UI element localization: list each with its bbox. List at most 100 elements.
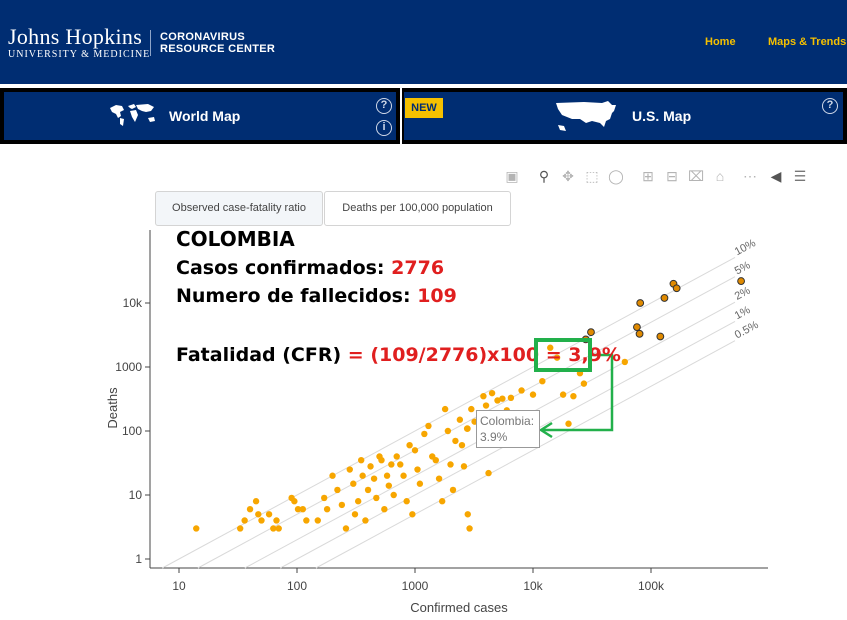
data-point bbox=[350, 480, 357, 487]
data-point bbox=[358, 456, 365, 464]
cases-label: Casos confirmados: bbox=[176, 257, 392, 279]
zoom-out-icon[interactable]: ⊟ bbox=[666, 168, 678, 184]
tab-case-fatality-ratio[interactable]: Observed case-fatality ratio bbox=[155, 191, 323, 226]
cfr-line-label: 2% bbox=[733, 285, 753, 303]
annotation-country: COLOMBIA bbox=[176, 227, 295, 251]
data-point bbox=[480, 392, 487, 400]
tooltip-value: 3.9% bbox=[480, 430, 508, 444]
tab-deaths-per-100k[interactable]: Deaths per 100,000 population bbox=[324, 191, 511, 226]
cases-value: 2776 bbox=[391, 257, 445, 279]
resource-center-title[interactable]: CORONAVIRUS RESOURCE CENTER bbox=[160, 31, 275, 55]
hover-tooltip: Colombia: 3.9% bbox=[476, 410, 540, 448]
pan-icon[interactable]: ✥ bbox=[562, 168, 574, 184]
cfr-value: 3,9% bbox=[568, 344, 621, 366]
data-point bbox=[299, 505, 307, 513]
annotation-cases: Casos confirmados: 2776 bbox=[176, 257, 444, 279]
zoom-icon[interactable]: ⚲ bbox=[538, 168, 550, 184]
data-point bbox=[529, 391, 537, 398]
data-point bbox=[621, 358, 629, 366]
data-point bbox=[580, 380, 588, 387]
data-point bbox=[383, 472, 391, 479]
nav-maps-trends-link[interactable]: Maps & Trends bbox=[768, 36, 847, 48]
y-tick-label: 10 bbox=[129, 488, 143, 502]
data-point bbox=[236, 525, 244, 532]
data-point bbox=[400, 472, 407, 479]
data-point bbox=[385, 482, 393, 489]
world-map-icon bbox=[110, 104, 155, 126]
hover-compare-icon[interactable]: ☰ bbox=[793, 168, 807, 184]
data-point bbox=[444, 427, 452, 435]
data-point bbox=[342, 525, 350, 532]
camera-icon[interactable]: ▣ bbox=[505, 168, 519, 184]
data-point bbox=[464, 511, 471, 518]
cfr-line-label: 10% bbox=[733, 237, 758, 258]
data-point bbox=[570, 392, 577, 400]
data-point bbox=[438, 498, 446, 505]
data-point bbox=[565, 420, 572, 427]
hover-closest-icon[interactable]: ◀ bbox=[770, 168, 782, 184]
data-point bbox=[354, 498, 362, 505]
cfr-label: Fatalidad (CFR) bbox=[176, 344, 348, 366]
data-point bbox=[452, 437, 459, 445]
info-icon[interactable]: i bbox=[376, 120, 392, 136]
data-point-outlined bbox=[672, 284, 681, 293]
us-map-tile[interactable]: U.S. Map ? bbox=[404, 92, 843, 140]
data-point bbox=[390, 491, 397, 499]
data-point bbox=[381, 505, 388, 513]
data-point bbox=[255, 511, 262, 518]
spike-lines-icon[interactable]: ⋯ bbox=[743, 168, 757, 184]
x-axis-title: Confirmed cases bbox=[410, 600, 508, 615]
data-point bbox=[458, 441, 466, 449]
reset-axes-icon[interactable]: ⌂ bbox=[715, 168, 725, 184]
data-point bbox=[258, 517, 265, 524]
autoscale-icon[interactable]: ⌧ bbox=[688, 168, 705, 184]
cfr-line bbox=[197, 276, 736, 569]
nav-home-link[interactable]: Home bbox=[705, 36, 736, 48]
data-point bbox=[559, 391, 567, 398]
data-point bbox=[373, 494, 380, 502]
data-point bbox=[411, 447, 419, 454]
zoom-in-icon[interactable]: ⊞ bbox=[642, 168, 654, 184]
brand-divider bbox=[150, 30, 151, 56]
data-point bbox=[518, 387, 525, 394]
data-point bbox=[323, 505, 331, 513]
data-point bbox=[193, 525, 200, 532]
brand-subtitle: UNIVERSITY & MEDICINE bbox=[8, 49, 151, 60]
jhu-logo[interactable]: Johns Hopkins UNIVERSITY & MEDICINE bbox=[8, 26, 151, 61]
y-tick-label: 1000 bbox=[115, 360, 142, 374]
data-point bbox=[425, 422, 432, 430]
help-icon[interactable]: ? bbox=[376, 98, 392, 114]
help-icon[interactable]: ? bbox=[822, 98, 838, 114]
world-map-tile[interactable]: World Map ? i bbox=[4, 92, 396, 140]
data-point-outlined bbox=[660, 294, 669, 302]
us-map-icon bbox=[556, 101, 616, 131]
box-select-icon[interactable]: ⬚ bbox=[585, 168, 599, 184]
data-point-outlined bbox=[635, 329, 644, 338]
data-point bbox=[482, 402, 490, 409]
annotation-cfr: Fatalidad (CFR) = (109/2776)x100 = 3,9% bbox=[176, 344, 621, 366]
data-point bbox=[547, 344, 554, 351]
data-point bbox=[364, 486, 372, 494]
annotation-deaths: Numero de fallecidos: 109 bbox=[176, 285, 457, 307]
data-point bbox=[466, 525, 473, 532]
data-point bbox=[246, 505, 254, 513]
crc-line-1: CORONAVIRUS bbox=[160, 31, 245, 43]
data-point bbox=[252, 498, 260, 505]
data-point bbox=[409, 511, 416, 518]
lasso-icon[interactable]: ◯ bbox=[608, 168, 624, 184]
data-point bbox=[494, 397, 501, 404]
data-point bbox=[460, 463, 468, 470]
x-tick-label: 1000 bbox=[402, 579, 429, 593]
callout-arrow-head bbox=[538, 421, 553, 439]
data-point-outlined bbox=[737, 277, 745, 285]
crc-line-2: RESOURCE CENTER bbox=[160, 43, 276, 55]
callout-arrow-line bbox=[543, 353, 614, 432]
data-point bbox=[432, 456, 439, 464]
y-tick-label: 10k bbox=[123, 296, 143, 310]
data-point bbox=[273, 517, 280, 524]
deaths-value: 109 bbox=[417, 285, 457, 307]
tooltip-country: Colombia: bbox=[480, 414, 535, 428]
data-point-outlined bbox=[587, 328, 595, 337]
data-point bbox=[270, 525, 277, 532]
